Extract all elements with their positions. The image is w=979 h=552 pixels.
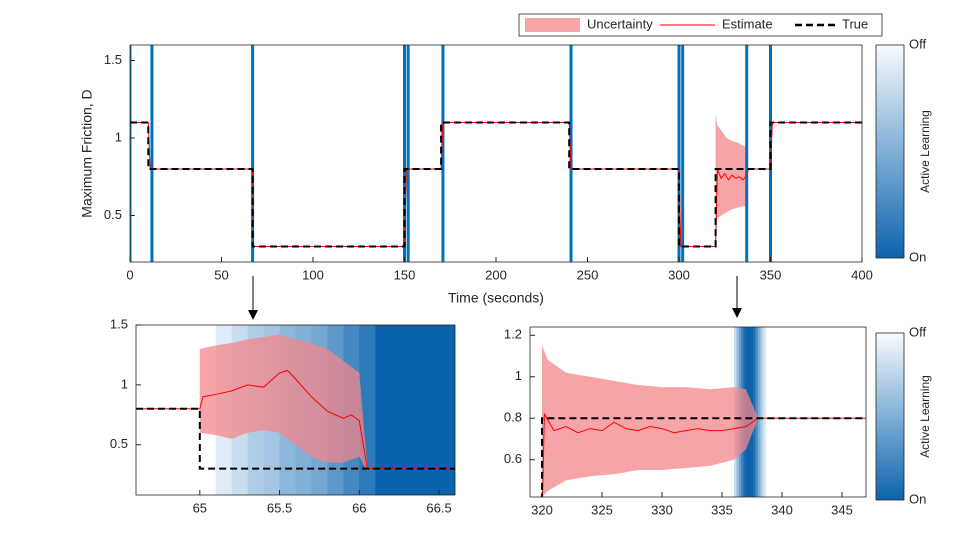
plot-area (136, 325, 455, 495)
active-learning-strip (439, 325, 455, 495)
y-tick-label: 0.5 (110, 436, 128, 451)
y-tick-label: 0.8 (504, 410, 522, 425)
y-tick-label: 1 (115, 129, 122, 144)
active-learning-strip (760, 327, 764, 497)
true-line (136, 407, 455, 470)
active-learning-strip (755, 327, 759, 497)
active-learning-strip (423, 325, 440, 495)
legend-label: Estimate (722, 16, 773, 31)
x-tick-label: 325 (591, 502, 613, 517)
y-tick-label: 1.2 (504, 327, 522, 342)
arrow-head (732, 308, 742, 318)
active-learning-strip (407, 325, 424, 495)
estimate-line (136, 369, 455, 470)
plot-area (130, 45, 862, 262)
colorbar-tick-label: Off (909, 324, 926, 339)
x-tick-label: 150 (394, 267, 416, 282)
x-tick-label: 66.5 (426, 500, 451, 515)
x-axis-label: Time (seconds) (448, 290, 544, 306)
x-tick-label: 100 (302, 267, 324, 282)
true-line (541, 417, 866, 497)
y-axis-label: Maximum Friction, D (79, 89, 95, 217)
y-tick-label: 0.6 (504, 451, 522, 466)
y-tick-label: 1 (515, 368, 522, 383)
x-tick-label: 340 (771, 502, 793, 517)
colorbar-label: Active Learning (918, 375, 932, 458)
arrow-head (248, 310, 258, 320)
y-tick-label: 1.5 (104, 52, 122, 67)
x-tick-label: 300 (668, 267, 690, 282)
x-tick-label: 65.5 (267, 500, 292, 515)
active-learning-strip (762, 327, 766, 497)
x-tick-label: 250 (577, 267, 599, 282)
x-tick-label: 350 (760, 267, 782, 282)
colorbar-label: Active Learning (918, 110, 932, 193)
colorbar (875, 332, 905, 501)
y-tick-label: 0.5 (104, 207, 122, 222)
colorbar-tick-label: On (909, 491, 926, 506)
y-tick-label: 1 (121, 376, 128, 391)
legend-label: True (842, 16, 868, 31)
active-learning-strip (375, 325, 392, 495)
axes-box (135, 324, 456, 496)
colorbar-tick-label: Off (909, 36, 926, 51)
legend-swatch (525, 18, 580, 32)
x-tick-label: 50 (214, 267, 228, 282)
x-tick-label: 400 (851, 267, 873, 282)
x-tick-label: 335 (711, 502, 733, 517)
y-tick-label: 1.5 (110, 316, 128, 331)
plot-area (530, 327, 866, 497)
x-tick-label: 345 (831, 502, 853, 517)
x-tick-label: 330 (651, 502, 673, 517)
x-tick-label: 0 (126, 267, 133, 282)
colorbar (875, 44, 905, 259)
axes-background (130, 45, 862, 262)
colorbar-tick-label: On (909, 249, 926, 264)
legend-label: Uncertainty (587, 16, 653, 31)
estimate-line (542, 412, 866, 497)
active-learning-strip (391, 325, 408, 495)
axes-box (529, 326, 867, 498)
x-tick-label: 66 (352, 500, 366, 515)
x-tick-label: 200 (485, 267, 507, 282)
uncertainty-band (542, 345, 758, 497)
x-tick-label: 65 (193, 500, 207, 515)
active-learning-strip (758, 327, 761, 497)
uncertainty-band (199, 334, 368, 472)
x-tick-label: 320 (531, 502, 553, 517)
